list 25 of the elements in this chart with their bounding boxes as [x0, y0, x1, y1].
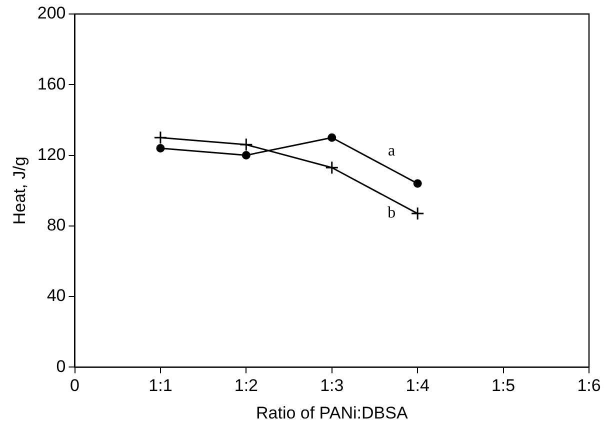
point [242, 151, 250, 160]
x-tick-label: 1:1 [148, 376, 172, 396]
x-axis-title: Ratio of PANi:DBSA [256, 403, 408, 422]
y-tick-label: 120 [37, 144, 66, 164]
y-tick-label: 200 [37, 4, 66, 23]
y-axis-title: Heat, J/g [10, 156, 29, 225]
point [325, 160, 339, 174]
x-tick-label: 1:3 [320, 376, 344, 396]
y-tick-label: 80 [46, 216, 66, 235]
x-tick-label: 1:2 [234, 376, 258, 396]
point [154, 130, 168, 144]
point [328, 133, 336, 142]
point [410, 206, 424, 220]
point [156, 144, 165, 152]
x-tick-label: 1:6 [577, 376, 601, 396]
y-tick-label: 0 [56, 356, 66, 376]
series-label: a [388, 142, 396, 160]
point [413, 179, 422, 188]
x-tick-label: 0 [70, 376, 80, 396]
y-tick-label: 40 [46, 286, 66, 306]
x-tick-label: 1:4 [406, 376, 430, 396]
point [239, 138, 253, 152]
y-tick-label: 160 [37, 74, 66, 94]
series-label: b [388, 204, 396, 222]
x-tick-label: 1:5 [491, 376, 516, 396]
